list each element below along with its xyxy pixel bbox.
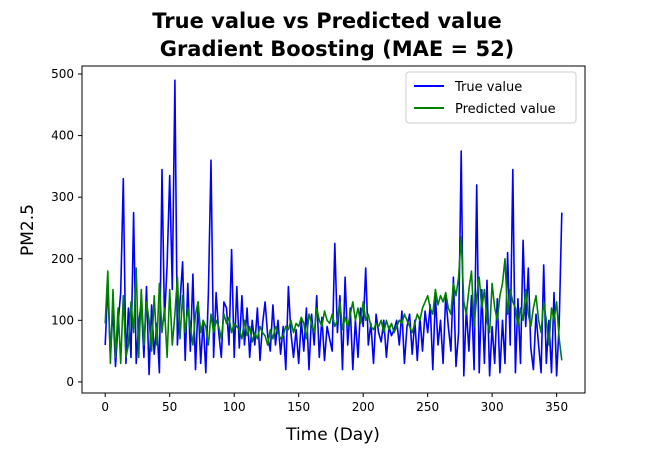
x-tick-label: 200 <box>352 400 375 414</box>
chart-title-line-1: True value vs Predicted value <box>152 9 501 33</box>
x-tick-label: 0 <box>101 400 109 414</box>
x-tick-label: 250 <box>416 400 439 414</box>
x-tick-label: 50 <box>162 400 177 414</box>
series-line-true-value <box>104 79 563 377</box>
y-tick-label: 500 <box>51 67 74 81</box>
axes-frame <box>81 65 586 394</box>
legend-label-true-value: True value <box>454 80 522 95</box>
legend-label-predicted-value: Predicted value <box>455 102 556 117</box>
x-tick-label: 300 <box>481 400 504 414</box>
y-axis-label: PM2.5 <box>18 204 38 256</box>
x-tick-label: 150 <box>287 400 310 414</box>
y-tick-label: 400 <box>51 129 74 143</box>
y-tick-label: 100 <box>51 313 74 327</box>
plot-area: 0 50 100 150 200 250 300 350 0 100 200 300 400 500 <box>51 65 586 414</box>
y-tick-label: 200 <box>51 252 74 266</box>
y-tick-label: 0 <box>66 375 74 389</box>
x-axis-label: Time (Day) <box>285 425 380 445</box>
chart-title-line-2: Gradient Boosting (MAE = 52) <box>160 37 515 61</box>
y-tick-label: 300 <box>51 190 74 204</box>
x-tick-label: 100 <box>223 400 246 414</box>
x-tick-label: 350 <box>545 400 568 414</box>
legend-frame <box>405 71 577 124</box>
legend: True value Predicted value <box>405 71 577 124</box>
series-line-predicted-value <box>104 236 563 365</box>
